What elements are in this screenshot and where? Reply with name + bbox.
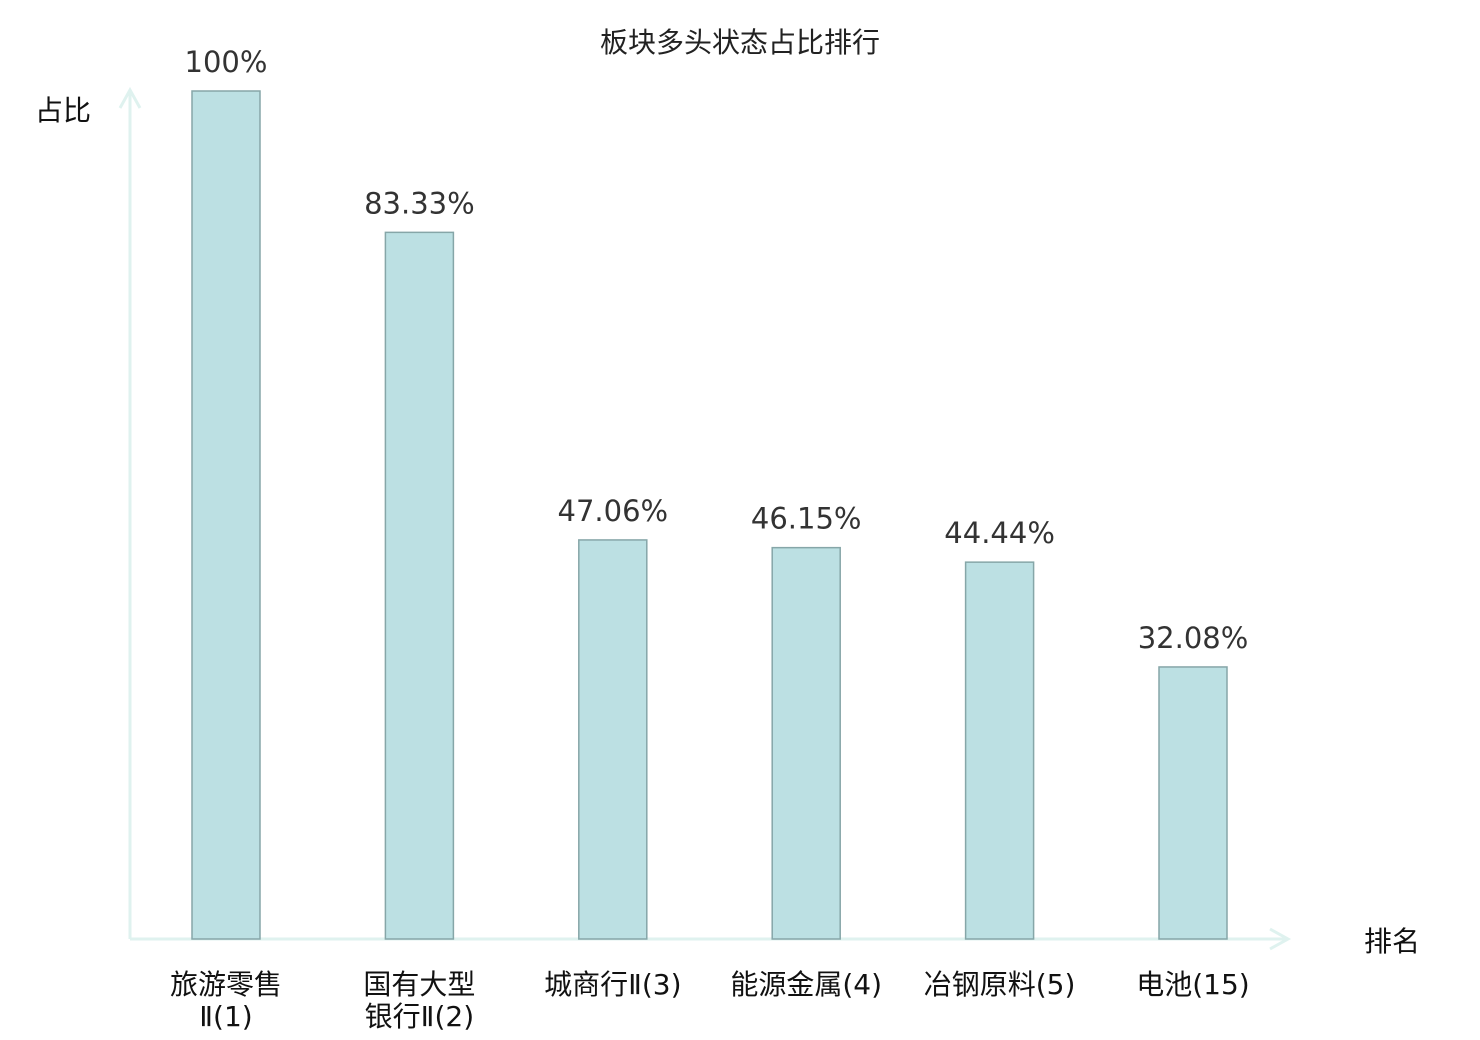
bar bbox=[1158, 666, 1228, 940]
data-label: 83.33% bbox=[364, 186, 475, 220]
y-axis bbox=[118, 86, 142, 939]
data-label: 100% bbox=[185, 45, 268, 79]
bar bbox=[771, 546, 841, 940]
data-label: 32.08% bbox=[1138, 621, 1249, 655]
y-axis-label: 占比 bbox=[35, 94, 91, 127]
x-tick-label: 银行Ⅱ(2) bbox=[365, 1000, 474, 1033]
x-tick-label: 国有大型 bbox=[363, 968, 475, 1001]
x-tick-label: 城商行Ⅱ(3) bbox=[544, 968, 681, 1001]
x-tick-label: 电池(15) bbox=[1136, 968, 1249, 1001]
x-axis-label: 排名 bbox=[1364, 925, 1420, 958]
bar bbox=[578, 539, 648, 940]
bar bbox=[384, 231, 455, 940]
x-tick-label: 旅游零售 bbox=[170, 968, 282, 1001]
bar bbox=[964, 561, 1035, 940]
x-axis bbox=[130, 927, 1292, 951]
x-tick-label: Ⅱ(1) bbox=[199, 1000, 252, 1033]
data-label: 44.44% bbox=[944, 516, 1055, 550]
data-label: 46.15% bbox=[751, 502, 862, 536]
x-tick-label: 能源金属(4) bbox=[730, 968, 882, 1001]
x-tick-label: 冶钢原料(5) bbox=[924, 968, 1076, 1001]
data-label: 47.06% bbox=[558, 494, 669, 528]
chart-title: 板块多头状态占比排行 bbox=[600, 26, 880, 59]
bar bbox=[191, 90, 261, 940]
